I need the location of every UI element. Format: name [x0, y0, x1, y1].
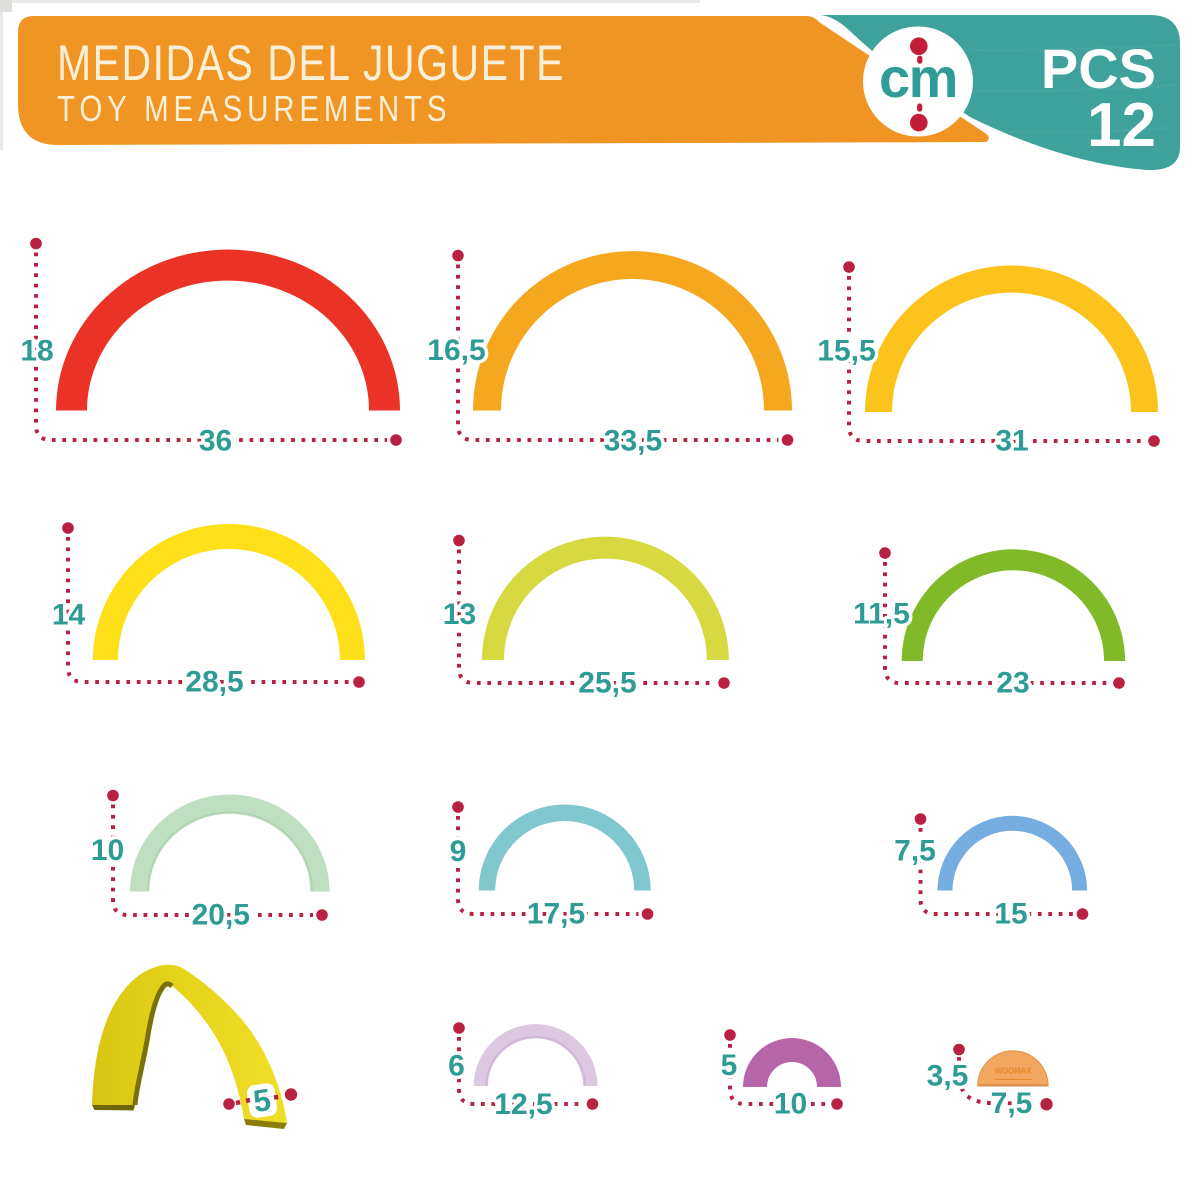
svg-text:MEDIDAS DEL JUGUETE: MEDIDAS DEL JUGUETE [57, 35, 565, 91]
svg-text:31: 31 [995, 425, 1028, 458]
svg-text:33,5: 33,5 [604, 425, 662, 458]
svg-text:17,5: 17,5 [527, 898, 585, 931]
svg-text:cm: cm [879, 46, 957, 109]
svg-text:7,5: 7,5 [991, 1087, 1033, 1120]
svg-text:20,5: 20,5 [192, 899, 250, 932]
svg-text:TOY MEASUREMENTS: TOY MEASUREMENTS [57, 88, 451, 128]
svg-text:5: 5 [251, 1082, 273, 1119]
svg-text:9: 9 [450, 835, 467, 868]
svg-text:PCS: PCS [1041, 37, 1156, 100]
svg-text:15: 15 [994, 898, 1027, 931]
svg-text:12,5: 12,5 [494, 1088, 552, 1121]
svg-text:25,5: 25,5 [578, 667, 636, 700]
svg-text:10: 10 [774, 1088, 807, 1121]
svg-text:18: 18 [20, 335, 53, 368]
svg-text:WOOMAX: WOOMAX [995, 1067, 1032, 1076]
svg-text:10: 10 [91, 834, 124, 867]
svg-text:28,5: 28,5 [185, 666, 243, 699]
svg-text:12: 12 [1087, 91, 1156, 160]
svg-text:5: 5 [721, 1049, 738, 1082]
svg-text:6: 6 [448, 1050, 465, 1083]
svg-text:14: 14 [52, 599, 86, 632]
svg-text:7,5: 7,5 [894, 835, 936, 868]
svg-text:11,5: 11,5 [853, 598, 910, 631]
svg-text:13: 13 [443, 598, 476, 631]
svg-text:23: 23 [996, 667, 1029, 700]
svg-text:3,5: 3,5 [927, 1060, 969, 1093]
svg-text:15,5: 15,5 [817, 335, 875, 368]
svg-text:16,5: 16,5 [427, 334, 485, 367]
svg-text:36: 36 [199, 425, 232, 458]
